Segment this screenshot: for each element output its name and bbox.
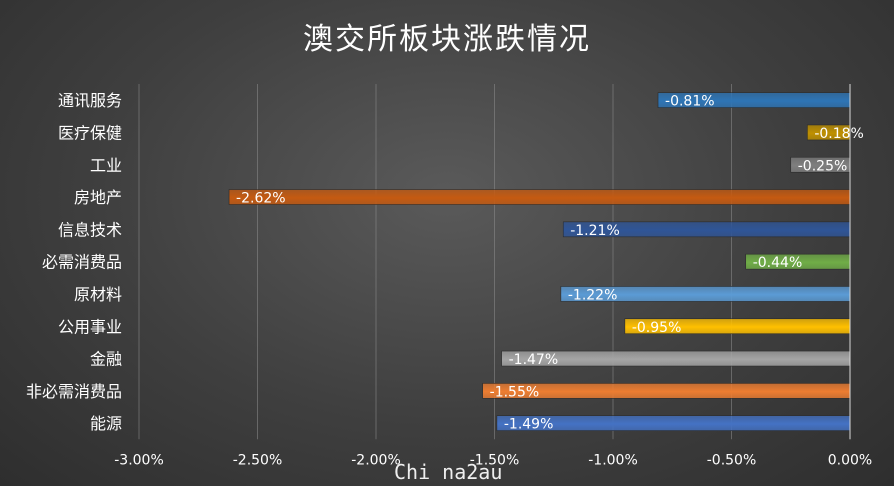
category-label: 公用事业 (58, 317, 122, 336)
category-label: 必需消费品 (42, 253, 122, 272)
x-tick-label: -3.00% (114, 452, 164, 468)
category-label: 原材料 (74, 285, 122, 304)
x-tick-label: -1.00% (588, 452, 638, 468)
category-label: 工业 (90, 156, 122, 175)
category-label: 医疗保健 (58, 123, 122, 142)
x-tick-label: 0.00% (828, 452, 872, 468)
x-tick-label: -1.50% (470, 452, 520, 468)
category-label: 非必需消费品 (26, 382, 122, 401)
data-label: -1.22% (568, 287, 618, 303)
data-label: -0.18% (814, 126, 864, 142)
category-label: 房地产 (74, 188, 122, 207)
data-label: -0.25% (798, 158, 848, 174)
data-label: -2.62% (236, 191, 286, 207)
x-tick-label: -2.00% (351, 452, 401, 468)
x-tick-label: -0.50% (707, 452, 757, 468)
chart-title: 澳交所板块涨跌情况 (303, 22, 591, 57)
watermark-text: Chi na2au (394, 460, 503, 484)
category-label: 通讯服务 (58, 91, 122, 110)
bar (228, 189, 851, 205)
data-label: -1.55% (490, 384, 540, 400)
data-label: -1.49% (504, 417, 554, 433)
data-label: -1.21% (570, 223, 620, 239)
category-label: 能源 (90, 414, 122, 433)
data-label: -0.44% (753, 255, 803, 271)
category-label: 信息技术 (58, 220, 122, 239)
data-label: -1.47% (509, 352, 559, 368)
x-tick-label: -2.50% (233, 452, 283, 468)
data-label: -0.95% (632, 320, 682, 336)
category-label: 金融 (90, 350, 122, 369)
data-label: -0.81% (665, 94, 715, 110)
